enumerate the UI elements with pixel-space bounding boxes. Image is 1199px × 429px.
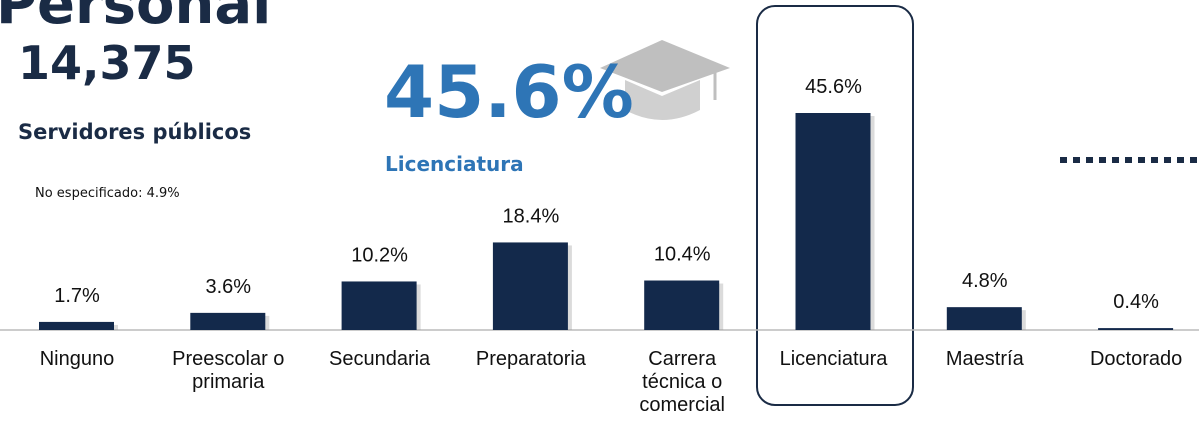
value-label: 10.4% [654, 244, 711, 266]
note: No especificado: 4.9% [35, 186, 180, 201]
bar [946, 307, 1022, 330]
total: 14,375 [18, 36, 196, 90]
value-label: 1.7% [54, 285, 100, 307]
bar [190, 312, 266, 330]
value-label: 0.4% [1113, 291, 1159, 313]
bar [341, 281, 417, 330]
bar [492, 242, 568, 330]
value-label: 45.6% [805, 76, 862, 98]
bar [1098, 328, 1174, 330]
subtitle: Servidores públicos [18, 120, 252, 144]
bar [795, 113, 871, 330]
category-label: Preescolar o primaria [172, 348, 285, 393]
category-label: Preparatoria [475, 348, 586, 370]
value-label: 18.4% [503, 205, 560, 227]
highlight-label: Licenciatura [385, 152, 524, 176]
value-label: 4.8% [962, 270, 1008, 292]
category-label: Ninguno [39, 348, 115, 370]
category-label: Secundaria [329, 348, 431, 370]
title: Personal [0, 0, 272, 37]
category-label: Licenciatura [779, 348, 888, 370]
category-label: Doctorado [1089, 348, 1183, 370]
bar [644, 280, 720, 330]
value-label: 3.6% [206, 276, 252, 298]
highlight-value: 45.6% [384, 50, 634, 134]
category-label: Carrera técnica o comercial [639, 348, 725, 416]
bar [39, 321, 114, 330]
highlight-box [756, 5, 914, 406]
graduation-cap [600, 40, 730, 120]
category-label: Maestría [945, 348, 1024, 370]
value-label: 10.2% [351, 244, 408, 266]
